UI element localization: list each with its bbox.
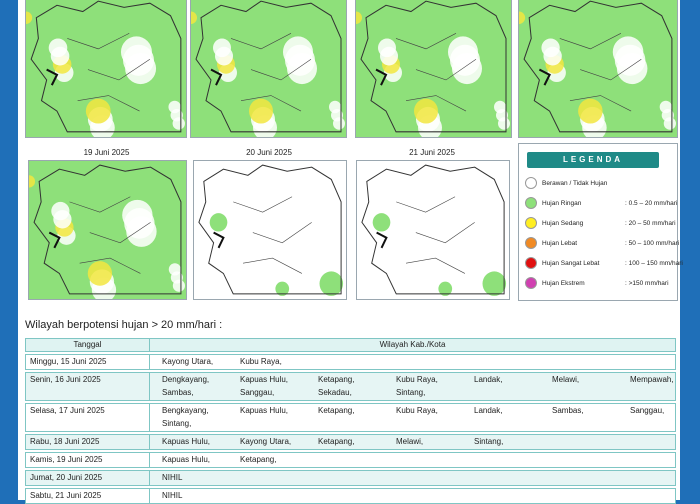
table-row: Jumat, 20 Juni 2025 NIHIL	[25, 470, 676, 486]
region-cell: Kubu Raya,	[240, 357, 282, 366]
table-row: Kamis, 19 Juni 2025 Kapuas Hulu, Ketapang,	[25, 452, 676, 468]
table-row: Sabtu, 21 Juni 2025 NIHIL	[25, 488, 676, 504]
date-cell: Sabtu, 21 Juni 2025	[26, 489, 150, 503]
date-cell: Minggu, 15 Juni 2025	[26, 355, 150, 369]
region-cell: Melawi,	[552, 375, 580, 384]
header-cell: Tanggal	[26, 339, 150, 351]
legend-item: Hujan Ekstrem : >150 mm/hari	[525, 277, 675, 291]
table-header: Tanggal Wilayah Kab./Kota	[25, 338, 676, 352]
region-cell: Kapuas Hulu,	[162, 437, 211, 446]
region-cell: Kubu Raya,	[396, 406, 438, 415]
region-cell: Landak,	[474, 406, 503, 415]
region-cell: NIHIL	[162, 473, 183, 482]
region-cell: Sambas,	[162, 388, 194, 397]
region-cell: Mempawah,	[630, 375, 674, 384]
table-row: Minggu, 15 Juni 2025 Kayong Utara, Kubu Ra…	[25, 354, 676, 370]
region-cell: Sintang,	[396, 388, 426, 397]
region-cell: NIHIL	[162, 491, 183, 500]
region-cell: Ketapang,	[318, 437, 355, 446]
legend-range: : 50 – 100 mm/hari	[625, 240, 680, 247]
header-cell: Wilayah Kab./Kota	[379, 340, 446, 349]
region-cell: Kubu Raya,	[396, 375, 438, 384]
legend: LEGENDA Berawan / Tidak Hujan Hujan Ringa…	[518, 143, 683, 301]
region-cell: Sintang,	[162, 419, 192, 428]
date-cell: Selasa, 17 Juni 2025	[26, 404, 150, 431]
map	[28, 160, 187, 300]
legend-label: Hujan Ringan	[542, 200, 582, 207]
map	[356, 160, 510, 300]
region-cell: Sintang,	[474, 437, 504, 446]
map	[190, 0, 347, 138]
region-cell: Sanggau,	[630, 406, 665, 415]
map-image	[194, 161, 346, 299]
legend-swatch	[525, 237, 537, 249]
legend-swatch	[525, 177, 537, 189]
date-cell: Kamis, 19 Juni 2025	[26, 453, 150, 467]
map	[518, 0, 678, 138]
map-title: 19 Juni 2025	[83, 148, 130, 157]
legend-swatch	[525, 197, 537, 209]
legend-range: : >150 mm/hari	[625, 280, 669, 287]
map-image	[26, 0, 186, 137]
legend-item: Hujan Lebat : 50 – 100 mm/hari	[525, 237, 679, 251]
map	[193, 160, 347, 300]
region-cell: Landak,	[474, 375, 503, 384]
map-image	[191, 0, 346, 137]
map-title: 20 Juni 2025	[246, 148, 292, 157]
region-cell: Ketapang,	[318, 375, 355, 384]
region-cell: Kayong Utara,	[240, 437, 292, 446]
region-cell: Bengkayang,	[162, 406, 209, 415]
region-cell: Kapuas Hulu,	[162, 455, 211, 464]
map-image	[356, 0, 511, 137]
legend-label: Hujan Ekstrem	[542, 280, 585, 287]
map	[25, 0, 187, 138]
table-row: Selasa, 17 Juni 2025 Bengkayang, Kapuas Hu…	[25, 403, 676, 432]
map-image	[29, 161, 186, 299]
map-image	[519, 0, 677, 137]
legend-swatch	[525, 257, 537, 269]
legend-range: : 0.5 – 20 mm/hari	[625, 200, 678, 207]
table-row: Rabu, 18 Juni 2025 Kapuas Hulu, Kayong Uta…	[25, 434, 676, 450]
legend-swatch	[525, 217, 537, 229]
legend-item: Hujan Ringan : 0.5 – 20 mm/hari	[525, 197, 678, 211]
table-row: Senin, 16 Juni 2025 Dengkayang, Kapuas Hul…	[25, 372, 676, 401]
legend-range: : 100 – 150 mm/hari	[625, 260, 683, 267]
region-cell: Sanggau,	[240, 388, 275, 397]
map	[355, 0, 512, 138]
region-cell: Kapuas Hulu,	[240, 406, 289, 415]
legend-range: : 20 – 50 mm/hari	[625, 220, 676, 227]
date-cell: Rabu, 18 Juni 2025	[26, 435, 150, 449]
legend-label: Hujan Sedang	[542, 220, 584, 227]
heading: Wilayah berpotensi hujan > 20 mm/hari :	[25, 319, 223, 331]
region-cell: Ketapang,	[318, 406, 355, 415]
legend-item: Hujan Sedang : 20 – 50 mm/hari	[525, 217, 676, 231]
map-title: 21 Juni 2025	[409, 148, 455, 157]
region-cell: Dengkayang,	[162, 375, 210, 384]
date-cell: Senin, 16 Juni 2025	[26, 373, 150, 400]
legend-item: Berawan / Tidak Hujan	[525, 177, 675, 191]
date-cell: Jumat, 20 Juni 2025	[26, 471, 150, 485]
legend-title: LEGENDA	[527, 152, 659, 168]
region-cell: Melawi,	[396, 437, 424, 446]
region-cell: Kapuas Hulu,	[240, 375, 289, 384]
legend-item: Hujan Sangat Lebat : 100 – 150 mm/hari	[525, 257, 683, 271]
legend-swatch	[525, 277, 537, 289]
map-image	[357, 161, 509, 299]
region-cell: Ketapang,	[240, 455, 277, 464]
legend-label: Hujan Sangat Lebat	[542, 260, 600, 267]
legend-label: Hujan Lebat	[542, 240, 578, 247]
region-cell: Sekadau,	[318, 388, 352, 397]
legend-label: Berawan / Tidak Hujan	[542, 180, 608, 187]
region-cell: Kayong Utara,	[162, 357, 214, 366]
region-cell: Sambas,	[552, 406, 584, 415]
